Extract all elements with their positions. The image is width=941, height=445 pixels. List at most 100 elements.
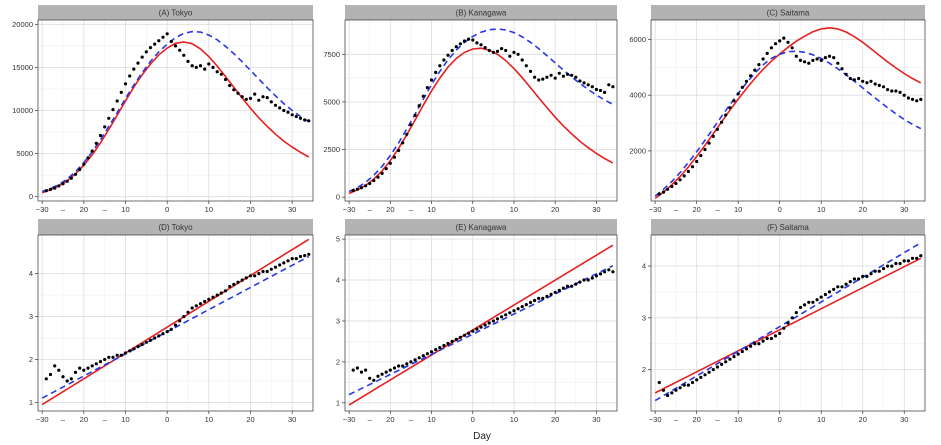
observed-point	[898, 261, 902, 266]
x-tick-label: 30	[592, 205, 600, 214]
observed-point	[211, 295, 215, 299]
observed-point	[207, 62, 211, 66]
observed-point	[82, 368, 86, 372]
observed-point	[123, 82, 128, 86]
observed-point	[757, 342, 761, 346]
observed-point	[761, 57, 765, 61]
observed-point	[724, 113, 728, 117]
observed-point	[169, 39, 173, 44]
observed-point	[78, 167, 82, 172]
x-axis-title: Day	[473, 431, 491, 442]
observed-point	[111, 355, 115, 359]
x-tick-label: 20	[246, 205, 254, 214]
observed-point	[269, 267, 273, 271]
observed-point	[611, 270, 615, 274]
observed-point	[565, 72, 570, 76]
observed-point	[753, 68, 757, 72]
observed-point	[607, 83, 611, 87]
observed-point	[286, 110, 290, 114]
observed-point	[823, 292, 828, 297]
observed-point	[157, 39, 161, 43]
observed-point	[586, 278, 590, 282]
observed-point	[44, 377, 48, 381]
observed-point	[910, 97, 915, 101]
observed-point	[670, 184, 674, 189]
observed-point	[458, 335, 462, 339]
observed-point	[136, 61, 140, 65]
observed-point	[720, 362, 724, 366]
x-tick-label: 20	[551, 205, 559, 214]
x-tick-label: 0	[165, 415, 169, 424]
observed-point	[282, 261, 286, 265]
series-line-dashed	[348, 264, 614, 396]
observed-point	[405, 362, 409, 366]
observed-point	[782, 36, 786, 40]
observed-point	[848, 280, 852, 284]
observed-point	[86, 156, 90, 160]
observed-point	[128, 74, 132, 78]
observed-point	[57, 368, 61, 372]
observed-point	[682, 174, 686, 178]
observed-point	[487, 48, 491, 53]
y-tick-label: 6000	[629, 35, 646, 44]
observed-point	[807, 300, 811, 304]
observed-point	[861, 274, 865, 278]
observed-point	[798, 305, 803, 310]
observed-point	[307, 252, 311, 256]
observed-point	[182, 53, 186, 57]
y-tick-label: 3	[29, 312, 33, 321]
observed-point	[203, 299, 207, 304]
observed-point	[48, 372, 53, 377]
observed-point	[123, 351, 128, 355]
observed-point	[869, 272, 873, 276]
observed-point	[421, 94, 425, 98]
panel-border	[650, 19, 926, 202]
x-tick-label: 10	[734, 205, 742, 214]
observed-point	[417, 104, 421, 108]
observed-point	[372, 179, 376, 183]
observed-point	[65, 379, 69, 383]
observed-point	[520, 58, 524, 62]
observed-point	[732, 99, 736, 103]
observed-point	[90, 364, 94, 368]
x-tick-label: 10	[427, 205, 435, 214]
y-tick-label: 15000	[12, 63, 33, 72]
observed-point	[504, 48, 508, 53]
observed-point	[153, 336, 157, 340]
observed-point	[537, 78, 541, 82]
x-tick-label: 10	[817, 415, 825, 424]
observed-point	[355, 187, 359, 191]
observed-point	[57, 184, 61, 188]
observed-point	[873, 82, 877, 86]
y-tick-label: 4	[336, 276, 340, 285]
observed-point	[549, 292, 553, 296]
y-tick-label: 4000	[629, 91, 646, 100]
observed-point	[194, 304, 198, 308]
observed-point	[678, 386, 682, 390]
y-tick-label: 2	[642, 365, 646, 374]
panel-strip	[345, 219, 617, 235]
observed-point	[815, 298, 819, 302]
observed-point	[364, 184, 368, 188]
observed-point	[434, 348, 438, 352]
observed-point	[161, 332, 165, 336]
observed-point	[852, 277, 857, 281]
panel-1: (A) Tokyo 0 5000 10000 15000 20000 −30 – 20 – 10 0 1…	[12, 5, 314, 214]
panel-3: (C) Saitama 2000 4000 6000 −30 – 20 – 10 0 10 20 30	[629, 5, 926, 214]
y-tick-label: 2000	[629, 146, 646, 155]
y-tick-label: 1	[336, 398, 340, 407]
observed-point	[528, 69, 533, 73]
observed-point	[836, 61, 840, 65]
observed-point	[467, 331, 471, 335]
observed-point	[98, 360, 103, 364]
observed-point	[819, 295, 823, 299]
observed-point	[94, 141, 98, 145]
observed-point	[90, 149, 94, 153]
observed-point	[438, 64, 442, 68]
y-tick-label: 1	[29, 398, 33, 407]
observed-point	[769, 336, 774, 341]
observed-point	[248, 274, 253, 278]
observed-point	[508, 311, 512, 315]
observed-point	[491, 319, 495, 323]
observed-point	[881, 267, 886, 271]
